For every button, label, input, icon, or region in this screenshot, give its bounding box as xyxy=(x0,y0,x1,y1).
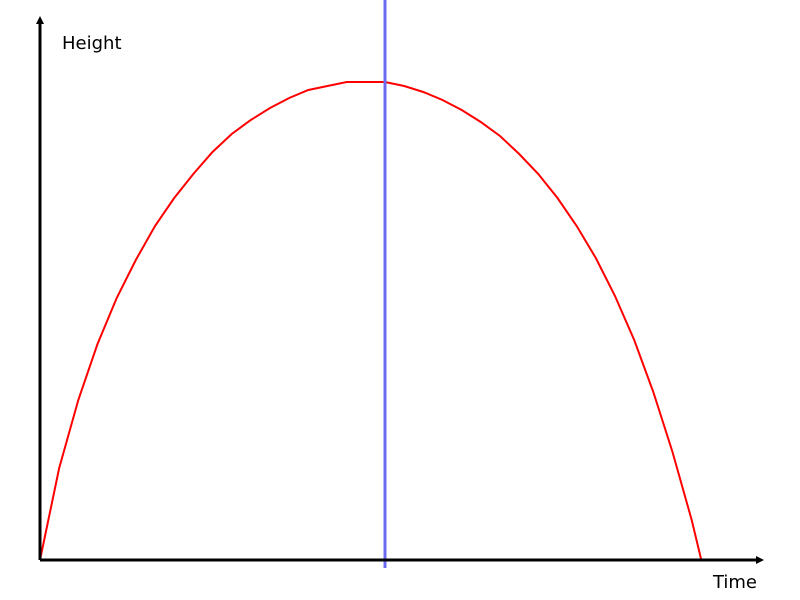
y-axis-arrowhead xyxy=(36,16,44,24)
trajectory-curve-0 xyxy=(39,81,703,561)
x-axis-label: Time xyxy=(712,572,757,593)
plot-area xyxy=(39,0,703,568)
x-axis-arrowhead xyxy=(756,556,764,564)
y-axis-label: Height xyxy=(62,33,122,54)
